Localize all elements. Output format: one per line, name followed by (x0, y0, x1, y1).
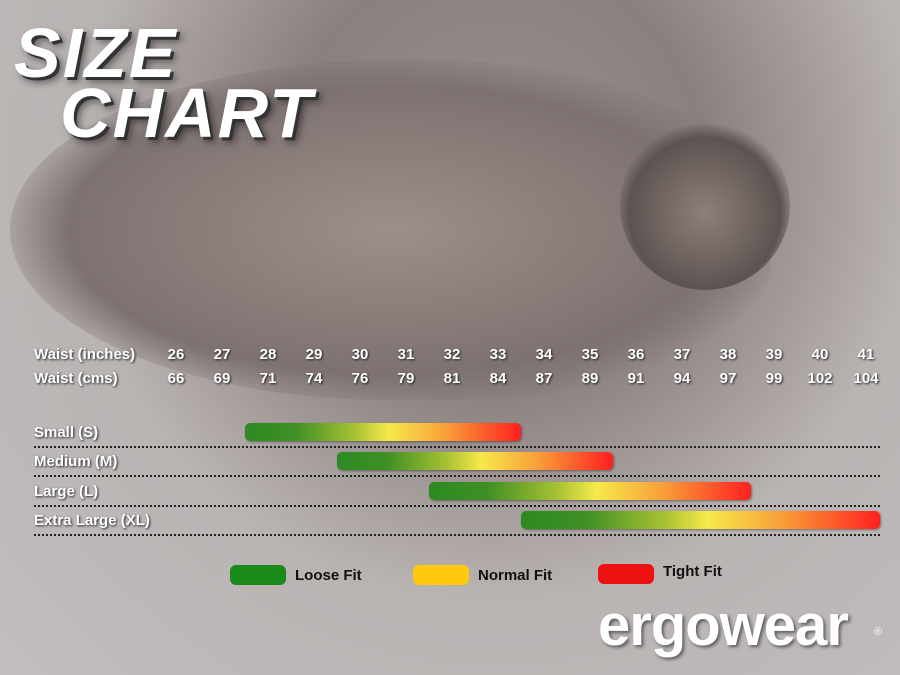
tick-inches: 32 (443, 346, 461, 363)
registered-mark: ® (874, 626, 883, 638)
tick-cms: 104 (853, 370, 879, 387)
tick-inches: 35 (581, 346, 599, 363)
tick-inches: 30 (351, 346, 369, 363)
row-divider (34, 534, 880, 536)
ergowear-logo: ergowear (598, 593, 849, 658)
legend-label: Loose Fit (295, 567, 362, 584)
background-photo-head (620, 120, 790, 290)
tick-cms: 89 (581, 370, 599, 387)
row-divider (34, 505, 880, 507)
title-line-1: SIZE (14, 14, 178, 92)
size-range-bar (521, 511, 880, 529)
tick-cms: 102 (807, 370, 833, 387)
tick-cms: 76 (351, 370, 369, 387)
size-label: Medium (M) (34, 453, 118, 470)
tick-cms: 94 (673, 370, 691, 387)
waist-inches-header: Waist (inches) (34, 346, 136, 363)
legend-swatch (598, 564, 654, 584)
row-divider (34, 475, 880, 477)
tick-inches: 27 (213, 346, 231, 363)
legend-swatch (230, 565, 286, 585)
tick-cms: 87 (535, 370, 553, 387)
tick-cms: 66 (167, 370, 185, 387)
size-label: Small (S) (34, 424, 99, 441)
tick-inches: 29 (305, 346, 323, 363)
size-label: Extra Large (XL) (34, 512, 150, 529)
tick-inches: 41 (857, 346, 875, 363)
size-range-bar (337, 452, 613, 470)
tick-cms: 74 (305, 370, 323, 387)
tick-inches: 38 (719, 346, 737, 363)
legend-label: Normal Fit (478, 567, 553, 584)
tick-cms: 81 (443, 370, 461, 387)
tick-inches: 28 (259, 346, 277, 363)
size-label: Large (L) (34, 483, 99, 500)
tick-inches: 37 (673, 346, 691, 363)
title-line-2: CHART (60, 74, 314, 152)
tick-cms: 91 (627, 370, 645, 387)
tick-inches: 36 (627, 346, 645, 363)
tick-cms: 79 (397, 370, 415, 387)
tick-inches: 34 (535, 346, 553, 363)
tick-cms: 71 (259, 370, 277, 387)
tick-inches: 31 (397, 346, 415, 363)
tick-inches: 39 (765, 346, 783, 363)
tick-inches: 40 (811, 346, 829, 363)
tick-cms: 84 (489, 370, 507, 387)
tick-cms: 99 (765, 370, 783, 387)
tick-cms: 69 (213, 370, 231, 387)
row-divider (34, 446, 880, 448)
tick-inches: 26 (167, 346, 185, 363)
tick-inches: 33 (489, 346, 507, 363)
tick-cms: 97 (719, 370, 737, 387)
legend-label: Tight Fit (663, 563, 722, 580)
size-range-bar (245, 423, 521, 441)
size-range-bar (429, 482, 751, 500)
waist-cms-header: Waist (cms) (34, 370, 118, 387)
legend-swatch (413, 565, 469, 585)
